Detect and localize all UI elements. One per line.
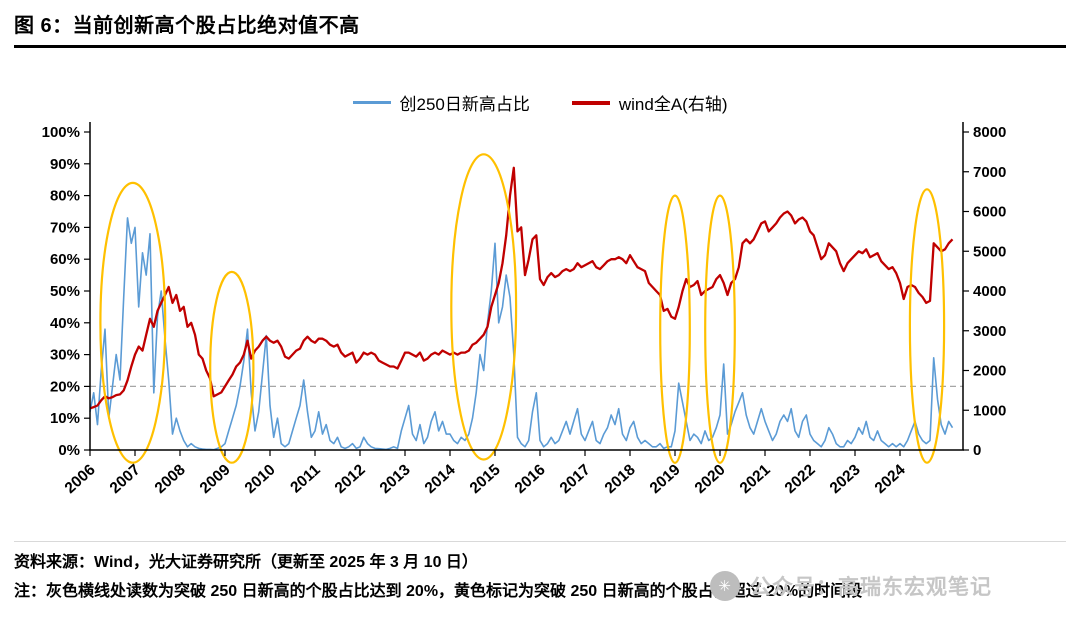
x-tick-label: 2008 [152,461,189,497]
legend-label-index: wind全A(右轴) [618,95,728,114]
left-tick-label: 10% [50,410,80,427]
right-tick-label: 2000 [973,363,1006,380]
right-tick-label: 3000 [973,323,1006,340]
x-tick-label: 2014 [422,461,459,497]
chart-legend: 创250日新高占比 wind全A(右轴) [0,90,1080,115]
left-tick-label: 80% [50,188,80,205]
x-tick-label: 2012 [332,461,369,497]
legend-swatch-red [571,100,610,105]
highlight-ellipse [908,188,946,464]
watermark-logo-icon: ✳ [710,571,740,601]
highlight-ellipse [659,194,691,464]
left-tick-label: 0% [58,442,80,459]
x-tick-label: 2019 [647,461,684,497]
figure-title: 图 6：当前创新高个股占比绝对值不高 [14,15,360,37]
x-tick-label: 2020 [692,461,729,497]
figure-header: 图 6：当前创新高个股占比绝对值不高 [14,0,1066,48]
x-tick-label: 2011 [287,461,324,496]
x-tick-label: 2015 [467,461,504,497]
x-tick-label: 2017 [557,461,594,497]
left-tick-label: 90% [50,156,80,173]
left-tick-label: 50% [50,283,80,300]
dual-axis-line-chart: 0% 10% 20% 30% 40% 50% 60% 70% 80% 90% 100% 0 1000 20… [42,122,1006,497]
x-tick-label: 2009 [197,461,234,497]
left-tick-label: 30% [50,347,80,364]
x-tick-label: 2024 [872,461,909,497]
x-tick-label: 2010 [242,461,279,497]
highlight-ellipse [704,194,736,464]
right-tick-label: 7000 [973,164,1006,181]
x-tick-label: 2022 [782,461,819,497]
right-tick-label: 5000 [973,243,1006,260]
series-new-high-line [89,217,954,451]
left-tick-label: 20% [50,378,80,395]
left-tick-label: 60% [50,251,80,268]
right-tick-label: 4000 [973,283,1006,300]
x-tick-label: 2007 [107,461,144,497]
highlight-ellipse [209,270,255,464]
figure-footer: 资料来源：Wind，光大证券研究所（更新至 2025 年 3 月 10 日） 注… [14,541,1066,605]
right-tick-label: 0 [973,442,981,459]
x-tick-label: 2016 [512,461,549,497]
highlight-ellipse [99,181,167,464]
right-tick-label: 8000 [973,124,1006,141]
x-tick-label: 2018 [602,461,639,497]
legend-swatch-blue [352,101,391,104]
left-tick-label: 70% [50,219,80,236]
watermark: ✳ 公众号：高瑞东宏观笔记 [710,571,992,601]
source-note: 资料来源：Wind，光大证券研究所（更新至 2025 年 3 月 10 日） [14,554,478,571]
legend-label-new-high: 创250日新高占比 [399,95,530,114]
left-tick-label: 40% [50,315,80,332]
watermark-text: 公众号：高瑞东宏观笔记 [750,576,992,599]
x-tick-label: 2013 [377,461,414,497]
right-tick-label: 1000 [973,402,1006,419]
x-tick-label: 2021 [737,461,774,497]
chart-area: 0% 10% 20% 30% 40% 50% 60% 70% 80% 90% 100% 0 1000 20… [0,117,1080,515]
legend-item-new-high: 创250日新高占比 [352,90,530,115]
x-tick-label: 2023 [827,461,864,497]
x-tick-label: 2006 [62,461,99,497]
left-tick-label: 100% [42,124,80,141]
right-tick-label: 6000 [973,204,1006,221]
series-index-line [89,166,954,410]
legend-item-index: wind全A(右轴) [571,90,728,115]
highlight-ellipse [450,153,518,461]
footnote: 注：灰色横线处读数为突破 250 日新高的个股占比达到 20%，黄色标记为突破 … [14,582,863,600]
